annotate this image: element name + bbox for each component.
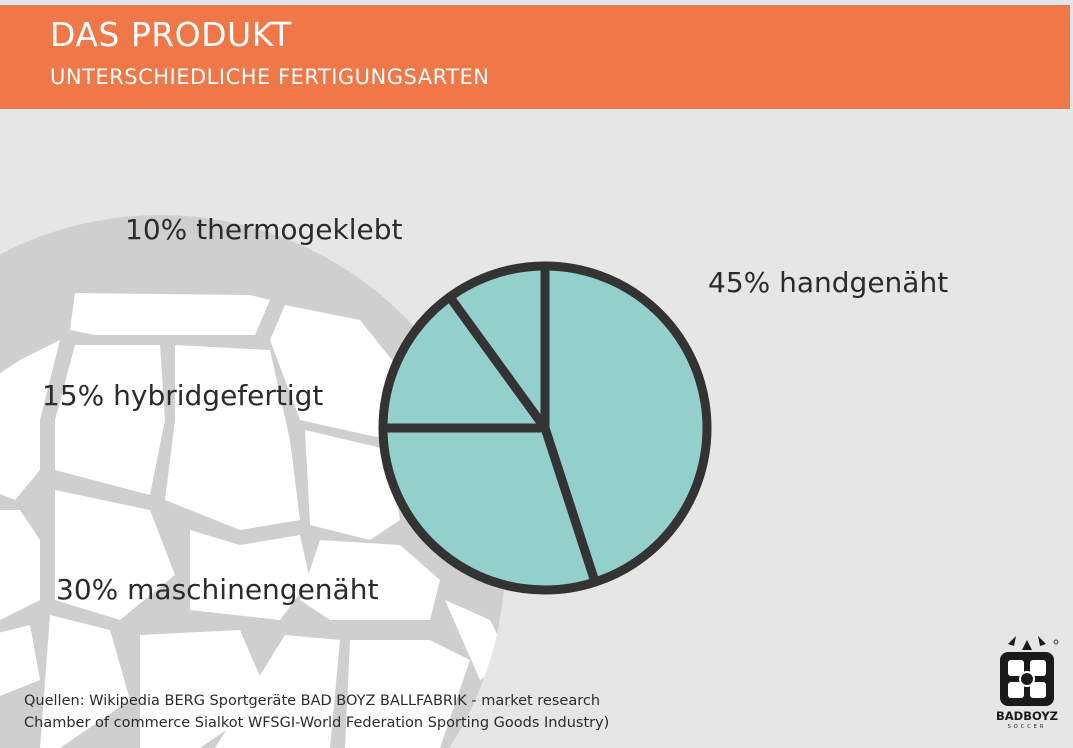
label-maschinengenaeht: 30% maschinengenäht [56, 573, 379, 606]
label-thermogeklebt: 10% thermogeklebt [125, 213, 403, 246]
badboyz-logo: BADBOYZ SOCCER [994, 636, 1060, 736]
page-subtitle: UNTERSCHIEDLICHE FERTIGUNGSARTEN [50, 65, 490, 89]
slice-handgenaeht [540, 261, 712, 587]
label-handgenaeht: 45% handgenäht [708, 266, 949, 299]
slice-thermogeklebt [445, 261, 550, 433]
slice-maschinengenaeht [378, 423, 600, 595]
sources-text: Quellen: Wikipedia BERG Sportgeräte BAD … [24, 690, 609, 734]
sources-line-1: Quellen: Wikipedia BERG Sportgeräte BAD … [24, 693, 601, 709]
sources-line-2: Chamber of commerce Sialkot WFSGI-World … [24, 715, 610, 731]
header-bar: DAS PRODUKT UNTERSCHIEDLICHE FERTIGUNGSA… [0, 5, 1070, 109]
label-hybridgefertigt: 15% hybridgefertigt [42, 379, 324, 412]
logo-name: BADBOYZ [995, 709, 1058, 723]
badboyz-logo-icon [1000, 636, 1059, 706]
logo-sub: SOCCER [1007, 724, 1047, 730]
slice-hybridgefertigt [378, 292, 550, 433]
page-title: DAS PRODUKT [50, 15, 292, 54]
